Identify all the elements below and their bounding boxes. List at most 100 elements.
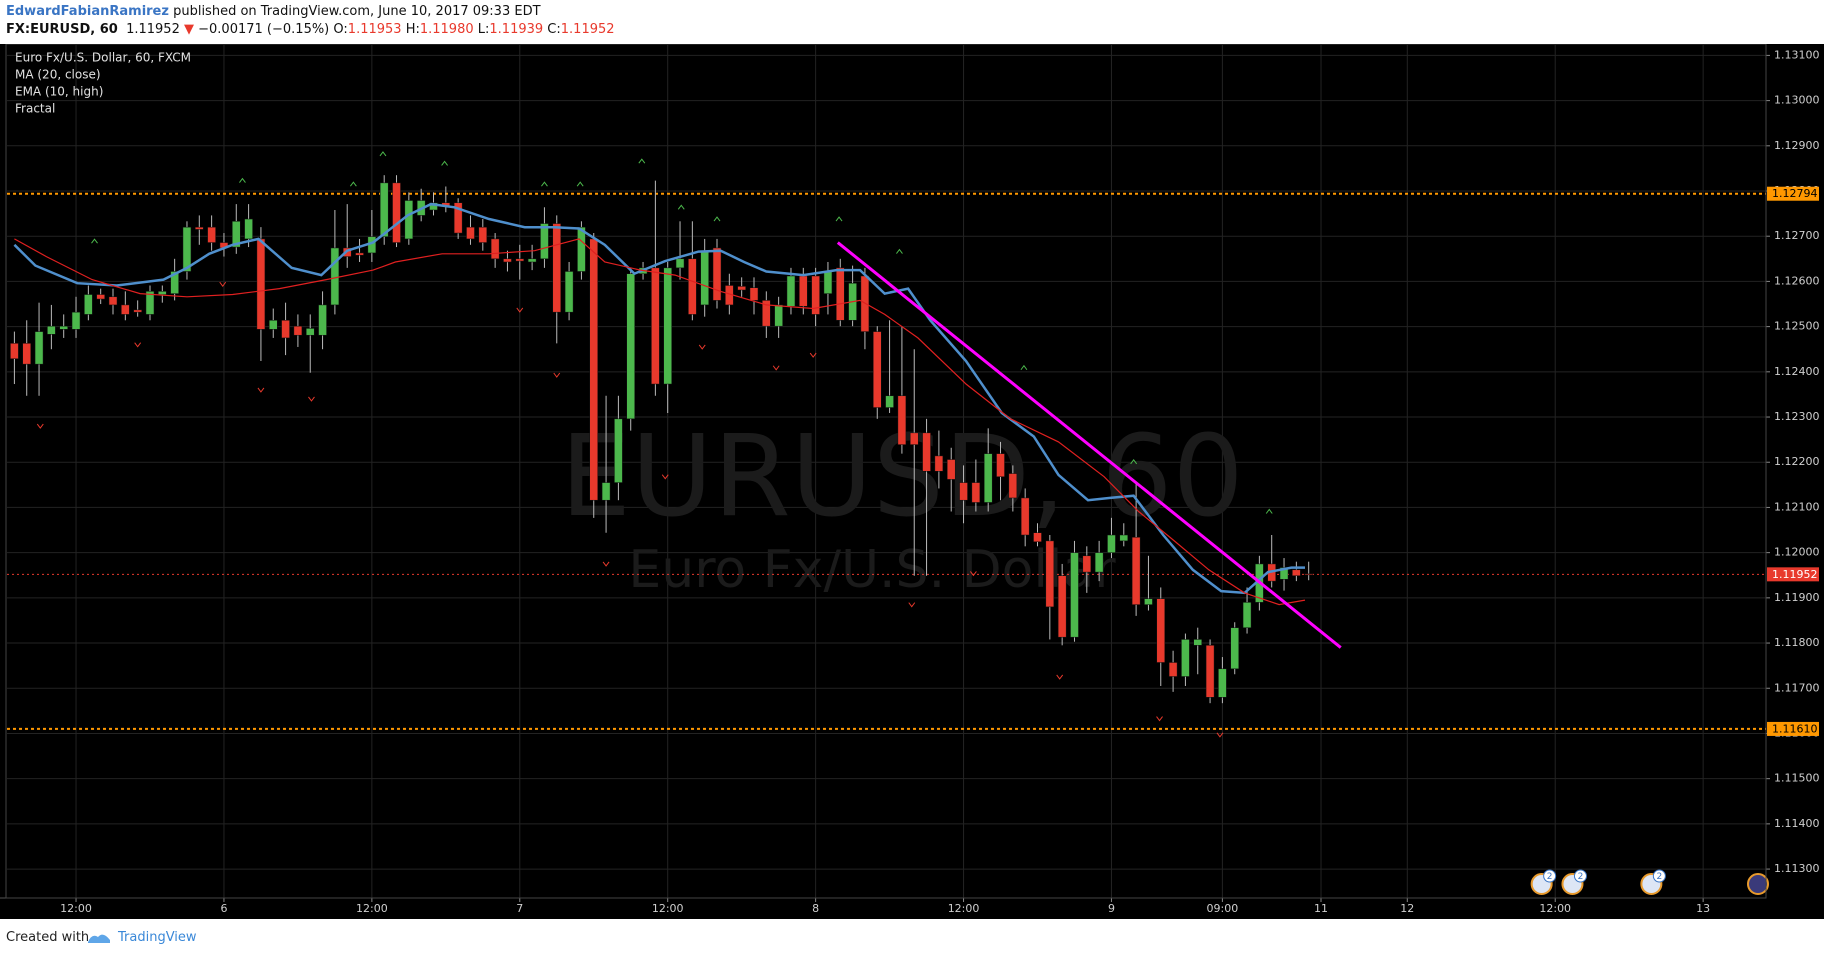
candle-body <box>232 221 241 248</box>
candle-body <box>799 275 808 307</box>
candle-body <box>823 271 833 294</box>
fractal-down <box>1216 732 1224 738</box>
candle-body <box>897 395 907 445</box>
candle-body <box>330 247 340 306</box>
fractal-down <box>772 365 780 371</box>
candle-body <box>996 453 1005 477</box>
y-tick-label: 1.11500 <box>1774 772 1820 785</box>
fractal-down <box>661 474 669 480</box>
ohlc: O:1.11953 H:1.11980 L:1.11939 C:1.11952 <box>333 22 614 37</box>
candle-body <box>293 325 303 336</box>
x-tick-label: 8 <box>812 902 819 915</box>
candle-body <box>626 273 635 420</box>
fractal-down <box>36 423 44 429</box>
candle-body <box>1218 668 1227 698</box>
x-tick-label: 12:00 <box>60 902 92 915</box>
fractal-up <box>835 216 843 222</box>
fractal-up <box>541 181 548 187</box>
candle-body <box>1082 555 1092 573</box>
fractal-down <box>602 561 610 567</box>
candle-body <box>244 218 253 240</box>
y-tick-label: 1.12100 <box>1774 500 1820 513</box>
candle-body <box>946 459 956 480</box>
candle-body <box>1057 575 1067 638</box>
created-with: Created with <box>6 930 90 945</box>
candle-body <box>1045 540 1055 608</box>
y-tick-label: 1.12400 <box>1774 365 1820 378</box>
x-tick-label: 12:00 <box>1539 902 1571 915</box>
x-tick-label: 13 <box>1696 902 1710 915</box>
candle-body <box>1119 534 1129 542</box>
candle-body <box>182 226 192 272</box>
candle-body <box>589 238 598 501</box>
candle-body <box>540 223 549 260</box>
candle-body <box>1131 537 1141 605</box>
candle-body <box>774 304 783 327</box>
y-tick-label: 1.12200 <box>1774 455 1820 468</box>
candle-body <box>1181 639 1190 677</box>
candle-body <box>466 226 475 240</box>
y-tick-label: 1.12500 <box>1774 320 1820 333</box>
fractal-down <box>698 344 706 350</box>
fractal-down <box>257 387 265 393</box>
candle-body <box>269 320 278 330</box>
candle-body <box>47 325 56 335</box>
candle-body <box>614 418 623 483</box>
fractal-down <box>308 396 315 402</box>
fractal-down <box>809 352 817 358</box>
candle-body <box>577 226 586 272</box>
fractal-up <box>349 181 357 187</box>
candle-body <box>700 250 709 306</box>
legend-entry: Fractal <box>15 102 55 116</box>
event-count: 2 <box>1578 872 1584 882</box>
brand[interactable]: TradingView <box>118 930 197 945</box>
candle-body <box>133 309 142 313</box>
y-tick-label: 1.12000 <box>1774 546 1820 559</box>
price-tag <box>1767 721 1819 736</box>
candle-body <box>1279 567 1289 580</box>
y-tick-label: 1.11400 <box>1774 817 1820 830</box>
candle-body <box>1144 598 1153 605</box>
candle-body <box>786 275 796 307</box>
candle-body <box>959 482 968 501</box>
quote-value: 1.11953 <box>347 22 402 37</box>
fractal-up <box>239 177 246 183</box>
event-count: 2 <box>1547 872 1553 882</box>
quote-value: 1.11980 <box>419 22 474 37</box>
logo <box>88 934 110 943</box>
candle-body <box>922 432 931 472</box>
candle-body <box>651 267 660 385</box>
candle-body <box>10 343 19 359</box>
y-tick-label: 1.12700 <box>1774 229 1820 242</box>
published: published on TradingView.com, June 10, 2… <box>173 4 541 19</box>
candle-body <box>170 271 179 294</box>
candle-body <box>379 182 389 237</box>
header: EdwardFabianRamirez published on Trading… <box>0 0 1824 44</box>
candle-body <box>392 182 401 243</box>
candle-body <box>552 223 562 313</box>
event-badge <box>1543 869 1557 883</box>
fractal-up <box>896 248 903 254</box>
fractal-up <box>379 151 387 157</box>
candle-body <box>404 200 414 240</box>
candle-body <box>158 291 167 295</box>
candle-body <box>971 482 981 503</box>
x-tick-label: 12 <box>1400 902 1414 915</box>
fractal-down <box>1056 674 1064 680</box>
candle-body <box>503 258 512 263</box>
candle-body <box>281 320 290 339</box>
trendline <box>836 241 1342 649</box>
candle-body <box>1033 532 1042 543</box>
author[interactable]: EdwardFabianRamirez <box>6 4 169 19</box>
candle-body <box>478 226 488 243</box>
legend-entry: Euro Fx/U.S. Dollar, 60, FXCM <box>15 51 191 65</box>
candle-body <box>108 296 118 306</box>
candle-body <box>1230 627 1239 670</box>
y-tick-label: 1.11700 <box>1774 681 1820 694</box>
candle-body <box>1070 552 1079 638</box>
x-tick-label: 11 <box>1314 902 1328 915</box>
indicator-line <box>13 202 1305 595</box>
candle-body <box>909 432 919 445</box>
